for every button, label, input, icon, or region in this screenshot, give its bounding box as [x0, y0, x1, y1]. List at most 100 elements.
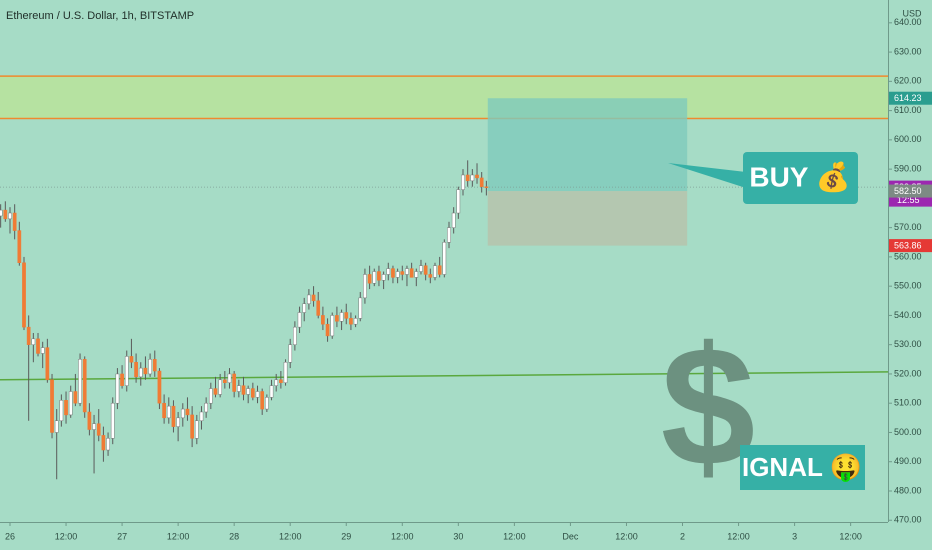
candle-body: [232, 373, 237, 392]
candle-body: [180, 408, 185, 419]
candle-body: [395, 271, 400, 278]
candle-body: [157, 370, 162, 404]
x-tick-label: 12:00: [615, 531, 638, 541]
candle-body: [110, 402, 115, 439]
candle-body: [451, 212, 456, 228]
x-tick-label: 3: [792, 531, 797, 541]
candle-body: [50, 379, 54, 433]
candle-body: [120, 373, 124, 386]
candle-body: [87, 411, 92, 430]
target-label-bg: [889, 91, 932, 105]
candle-body: [241, 385, 246, 395]
candle-body: [465, 174, 470, 182]
candle-body: [484, 186, 489, 188]
candle-body: [59, 400, 64, 422]
candle-body: [218, 379, 223, 395]
candle-body: [96, 423, 101, 436]
x-tick-label: 12:00: [279, 531, 302, 541]
candle-body: [92, 423, 96, 430]
entry-label-bg: [889, 184, 932, 198]
candle-body: [433, 265, 437, 278]
candle-body: [236, 385, 241, 392]
zone: [0, 76, 888, 119]
trend-line: [0, 371, 889, 381]
y-tick-label: 600.00: [894, 134, 922, 144]
candle-body: [377, 271, 381, 281]
stop-label: 563.86: [894, 240, 922, 250]
candle-body: [381, 274, 386, 281]
y-tick-label: 540.00: [894, 310, 922, 320]
candle-body: [316, 300, 321, 316]
y-tick-label: 570.00: [894, 222, 922, 232]
candle-body: [279, 379, 283, 383]
candle-body: [344, 312, 349, 319]
candle-body: [40, 347, 45, 354]
y-tick-label: 610.00: [894, 105, 922, 115]
candle-body: [115, 373, 120, 404]
y-tick-label: 630.00: [894, 46, 922, 56]
candle-body: [405, 268, 409, 275]
candle-body: [260, 391, 265, 410]
x-tick-label: 12:00: [503, 531, 526, 541]
candle-body: [73, 391, 78, 404]
x-tick-label: 29: [341, 531, 351, 541]
candle-body: [391, 268, 395, 278]
candle-body: [269, 385, 274, 398]
y-tick-label: 490.00: [894, 456, 922, 466]
candle-body: [162, 402, 166, 419]
candle-body: [190, 414, 194, 439]
candle-body: [358, 297, 363, 319]
candle-body: [321, 315, 325, 325]
position-profit: [487, 98, 688, 192]
candle-body: [22, 262, 26, 328]
candle-body: [129, 356, 134, 363]
candle-body: [199, 411, 204, 422]
stop-label-bg: [889, 239, 932, 253]
dollar-sign: $: [661, 312, 756, 502]
candle-body: [428, 274, 433, 278]
candle-body: [31, 338, 36, 345]
candle-body: [124, 356, 129, 386]
y-tick-label: 520.00: [894, 368, 922, 378]
x-tick-label: 12:00: [391, 531, 414, 541]
candle-body: [302, 303, 307, 313]
candle-body: [479, 177, 484, 187]
candle-body: [293, 326, 297, 345]
candle-body: [283, 361, 288, 383]
candle-body: [349, 318, 353, 325]
candle-body: [461, 174, 465, 190]
candle-body: [423, 265, 428, 275]
candle-body: [274, 379, 279, 386]
signal-text: IGNAL 🤑: [742, 452, 862, 483]
candle-body: [82, 359, 87, 413]
candle-body: [171, 405, 176, 427]
candle-body: [386, 268, 391, 275]
y-tick-label: 530.00: [894, 339, 922, 349]
y-tick-label: 470.00: [894, 515, 922, 525]
candle-body: [12, 212, 17, 231]
candle-body: [26, 326, 31, 345]
entry-label: 582.50: [894, 186, 922, 196]
candle-body: [335, 315, 339, 322]
x-tick-label: Dec: [562, 531, 579, 541]
candle-body: [3, 209, 8, 220]
y-tick-label: 500.00: [894, 427, 922, 437]
candle-body: [0, 209, 3, 217]
candle-body: [138, 367, 143, 378]
currency: USD: [902, 8, 922, 18]
buy-text: BUY 💰: [749, 160, 850, 193]
x-tick-label: 30: [453, 531, 463, 541]
x-tick-label: 27: [117, 531, 127, 541]
candle-body: [447, 227, 451, 243]
chart-title: Ethereum / U.S. Dollar, 1h, BITSTAMP: [6, 10, 194, 22]
target-label: 614.23: [894, 93, 922, 103]
candle-body: [372, 271, 377, 284]
candle-body: [437, 265, 442, 275]
candle-body: [143, 367, 148, 375]
candle-body: [148, 359, 152, 375]
candle-body: [78, 359, 82, 404]
candle-body: [185, 408, 190, 416]
x-tick-label: 26: [5, 531, 15, 541]
candle-body: [134, 361, 138, 378]
